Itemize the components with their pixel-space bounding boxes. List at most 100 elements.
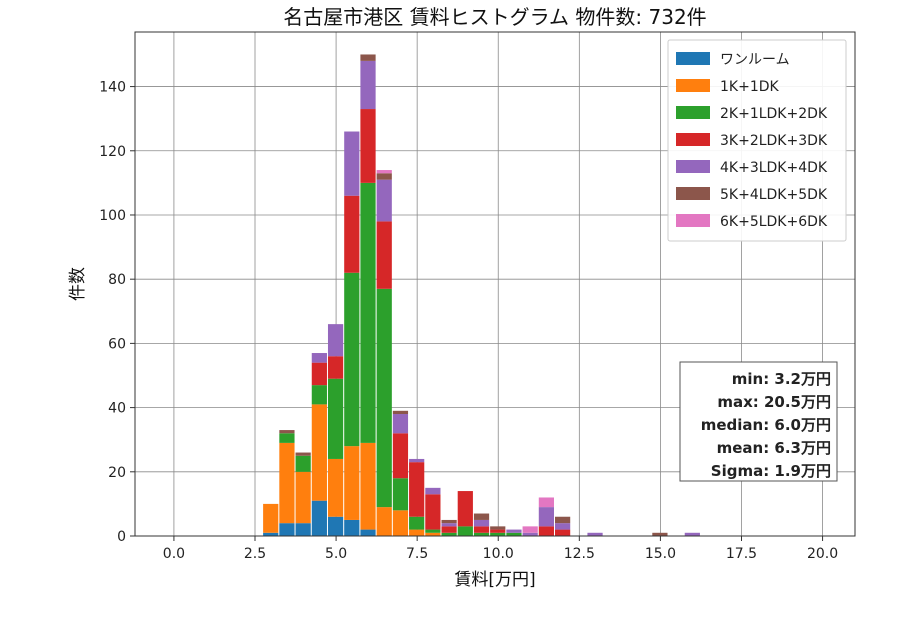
histogram-bar-segment	[555, 523, 571, 530]
histogram-bar-segment	[425, 487, 441, 495]
legend-swatch	[676, 52, 710, 65]
legend-swatch	[676, 187, 710, 200]
histogram-bar-segment	[327, 458, 344, 517]
histogram-bar-segment	[409, 458, 425, 463]
y-tick-label: 120	[99, 144, 126, 160]
histogram-bar-segment	[538, 526, 554, 536]
y-tick-label: 140	[99, 80, 126, 96]
legend: ワンルーム 1K+1DK 2K+1LDK+2DK 3K+2LDK+3DK 4K+3LDK…	[667, 39, 847, 242]
histogram-bar-segment	[538, 497, 554, 508]
histogram-bar-segment	[327, 324, 344, 357]
histogram-bar-segment	[344, 519, 360, 536]
x-axis-label: 賃料[万円]	[454, 570, 535, 590]
histogram-bar-segment	[473, 532, 490, 536]
histogram-bar-segment	[506, 529, 522, 533]
histogram-bar-segment	[490, 532, 506, 536]
histogram-bar-segment	[409, 462, 425, 517]
histogram-bar-segment	[538, 507, 554, 527]
histogram-bar-segment	[425, 529, 441, 533]
histogram-bar-segment	[441, 523, 457, 527]
legend-label: 5K+4LDK+5DK	[720, 187, 828, 203]
histogram-bar-segment	[441, 519, 457, 524]
stats-line: max: 20.5万円	[717, 393, 831, 411]
histogram-bar-segment	[457, 491, 473, 527]
bars	[263, 54, 700, 536]
stats-line: mean: 6.3万円	[717, 439, 831, 457]
legend-swatch	[676, 214, 710, 227]
x-tick-label: 12.5	[564, 546, 595, 562]
histogram-bar-segment	[344, 131, 360, 196]
histogram-bar-segment	[360, 54, 376, 61]
histogram-bar-segment	[425, 532, 441, 536]
histogram-bar-segment	[409, 516, 425, 530]
histogram-bar-segment	[263, 532, 279, 536]
stats-line: Sigma: 1.9万円	[711, 462, 831, 480]
y-tick-label: 20	[108, 465, 126, 481]
grid-lines	[135, 32, 855, 537]
y-tick-label: 60	[108, 336, 126, 352]
histogram-bar-segment	[327, 516, 344, 536]
histogram-bar-segment	[279, 523, 295, 536]
x-tick-label: 5.0	[325, 546, 347, 562]
y-tick-label: 0	[117, 529, 126, 545]
x-tick-label: 10.0	[483, 546, 514, 562]
x-tick-label: 2.5	[244, 546, 266, 562]
histogram-bar-segment	[522, 532, 538, 536]
histogram-bar-segment	[344, 446, 360, 520]
histogram-bar-segment	[311, 353, 327, 363]
histogram-bar-segment	[360, 442, 376, 530]
legend-swatch	[676, 133, 710, 146]
histogram-bar-segment	[295, 471, 311, 524]
histogram-bar-segment	[684, 532, 700, 536]
stats-box-frame	[679, 361, 838, 482]
stats-line: median: 6.0万円	[701, 416, 831, 434]
legend-label: 1K+1DK	[720, 79, 780, 95]
histogram-bar-segment	[506, 532, 522, 536]
histogram-bar-segment	[311, 362, 327, 386]
histogram-bar-segment	[311, 404, 327, 501]
legend-label: 4K+3LDK+4DK	[720, 160, 828, 176]
histogram-bar-segment	[441, 526, 457, 533]
histogram-bar-segment	[457, 526, 473, 536]
legend-box	[667, 39, 847, 242]
legend-label: 2K+1LDK+2DK	[720, 106, 828, 122]
histogram-bar-segment	[490, 526, 506, 530]
legend-label: 6K+5LDK+6DK	[720, 214, 828, 230]
axis-ticks: 0.0 2.5 5.0 7.5 10.0 12.5 15.0 17.5 20.0 0 20 40 60 8…	[99, 80, 838, 562]
legend-swatch	[676, 160, 710, 173]
histogram-bar-segment	[376, 173, 392, 180]
stats-line: min: 3.2万円	[732, 370, 831, 388]
histogram-bar-segment	[522, 526, 538, 533]
x-tick-label: 0.0	[163, 546, 185, 562]
histogram-bar-segment	[295, 452, 311, 456]
histogram-bar-segment	[376, 221, 392, 289]
histogram-bar-segment	[295, 523, 311, 536]
histogram-bar-segment	[425, 494, 441, 530]
y-axis-label: 件数	[68, 267, 88, 301]
histogram-bar-segment	[360, 60, 376, 110]
histogram-bar-segment	[327, 378, 344, 459]
histogram-bar-segment	[392, 410, 409, 415]
histogram-bar-segment	[279, 442, 295, 524]
histogram-bar-segment	[409, 529, 425, 536]
histogram-bar-segment	[344, 272, 360, 447]
histogram-bar-segment	[376, 170, 392, 174]
histogram-bar-segment	[392, 414, 409, 434]
legend-label: 3K+2LDK+3DK	[720, 133, 828, 149]
histogram-bar-segment	[392, 510, 409, 536]
histogram-bar-segment	[473, 526, 490, 533]
histogram-bar-segment	[376, 507, 392, 536]
histogram-bar-segment	[473, 519, 490, 527]
x-tick-label: 17.5	[726, 546, 757, 562]
histogram-bar-segment	[441, 532, 457, 536]
stats-box: min: 3.2万円 max: 20.5万円 median: 6.0万円 mean: …	[679, 361, 838, 482]
y-tick-label: 100	[99, 208, 126, 224]
x-tick-label: 20.0	[807, 546, 838, 562]
legend-swatch	[676, 106, 710, 119]
histogram-bar-segment	[376, 179, 392, 222]
histogram-bar-segment	[652, 532, 668, 536]
histogram-bar-segment	[587, 532, 603, 536]
legend-swatch	[676, 79, 710, 92]
histogram-bar-segment	[490, 529, 506, 533]
histogram-bar-segment	[360, 109, 376, 183]
